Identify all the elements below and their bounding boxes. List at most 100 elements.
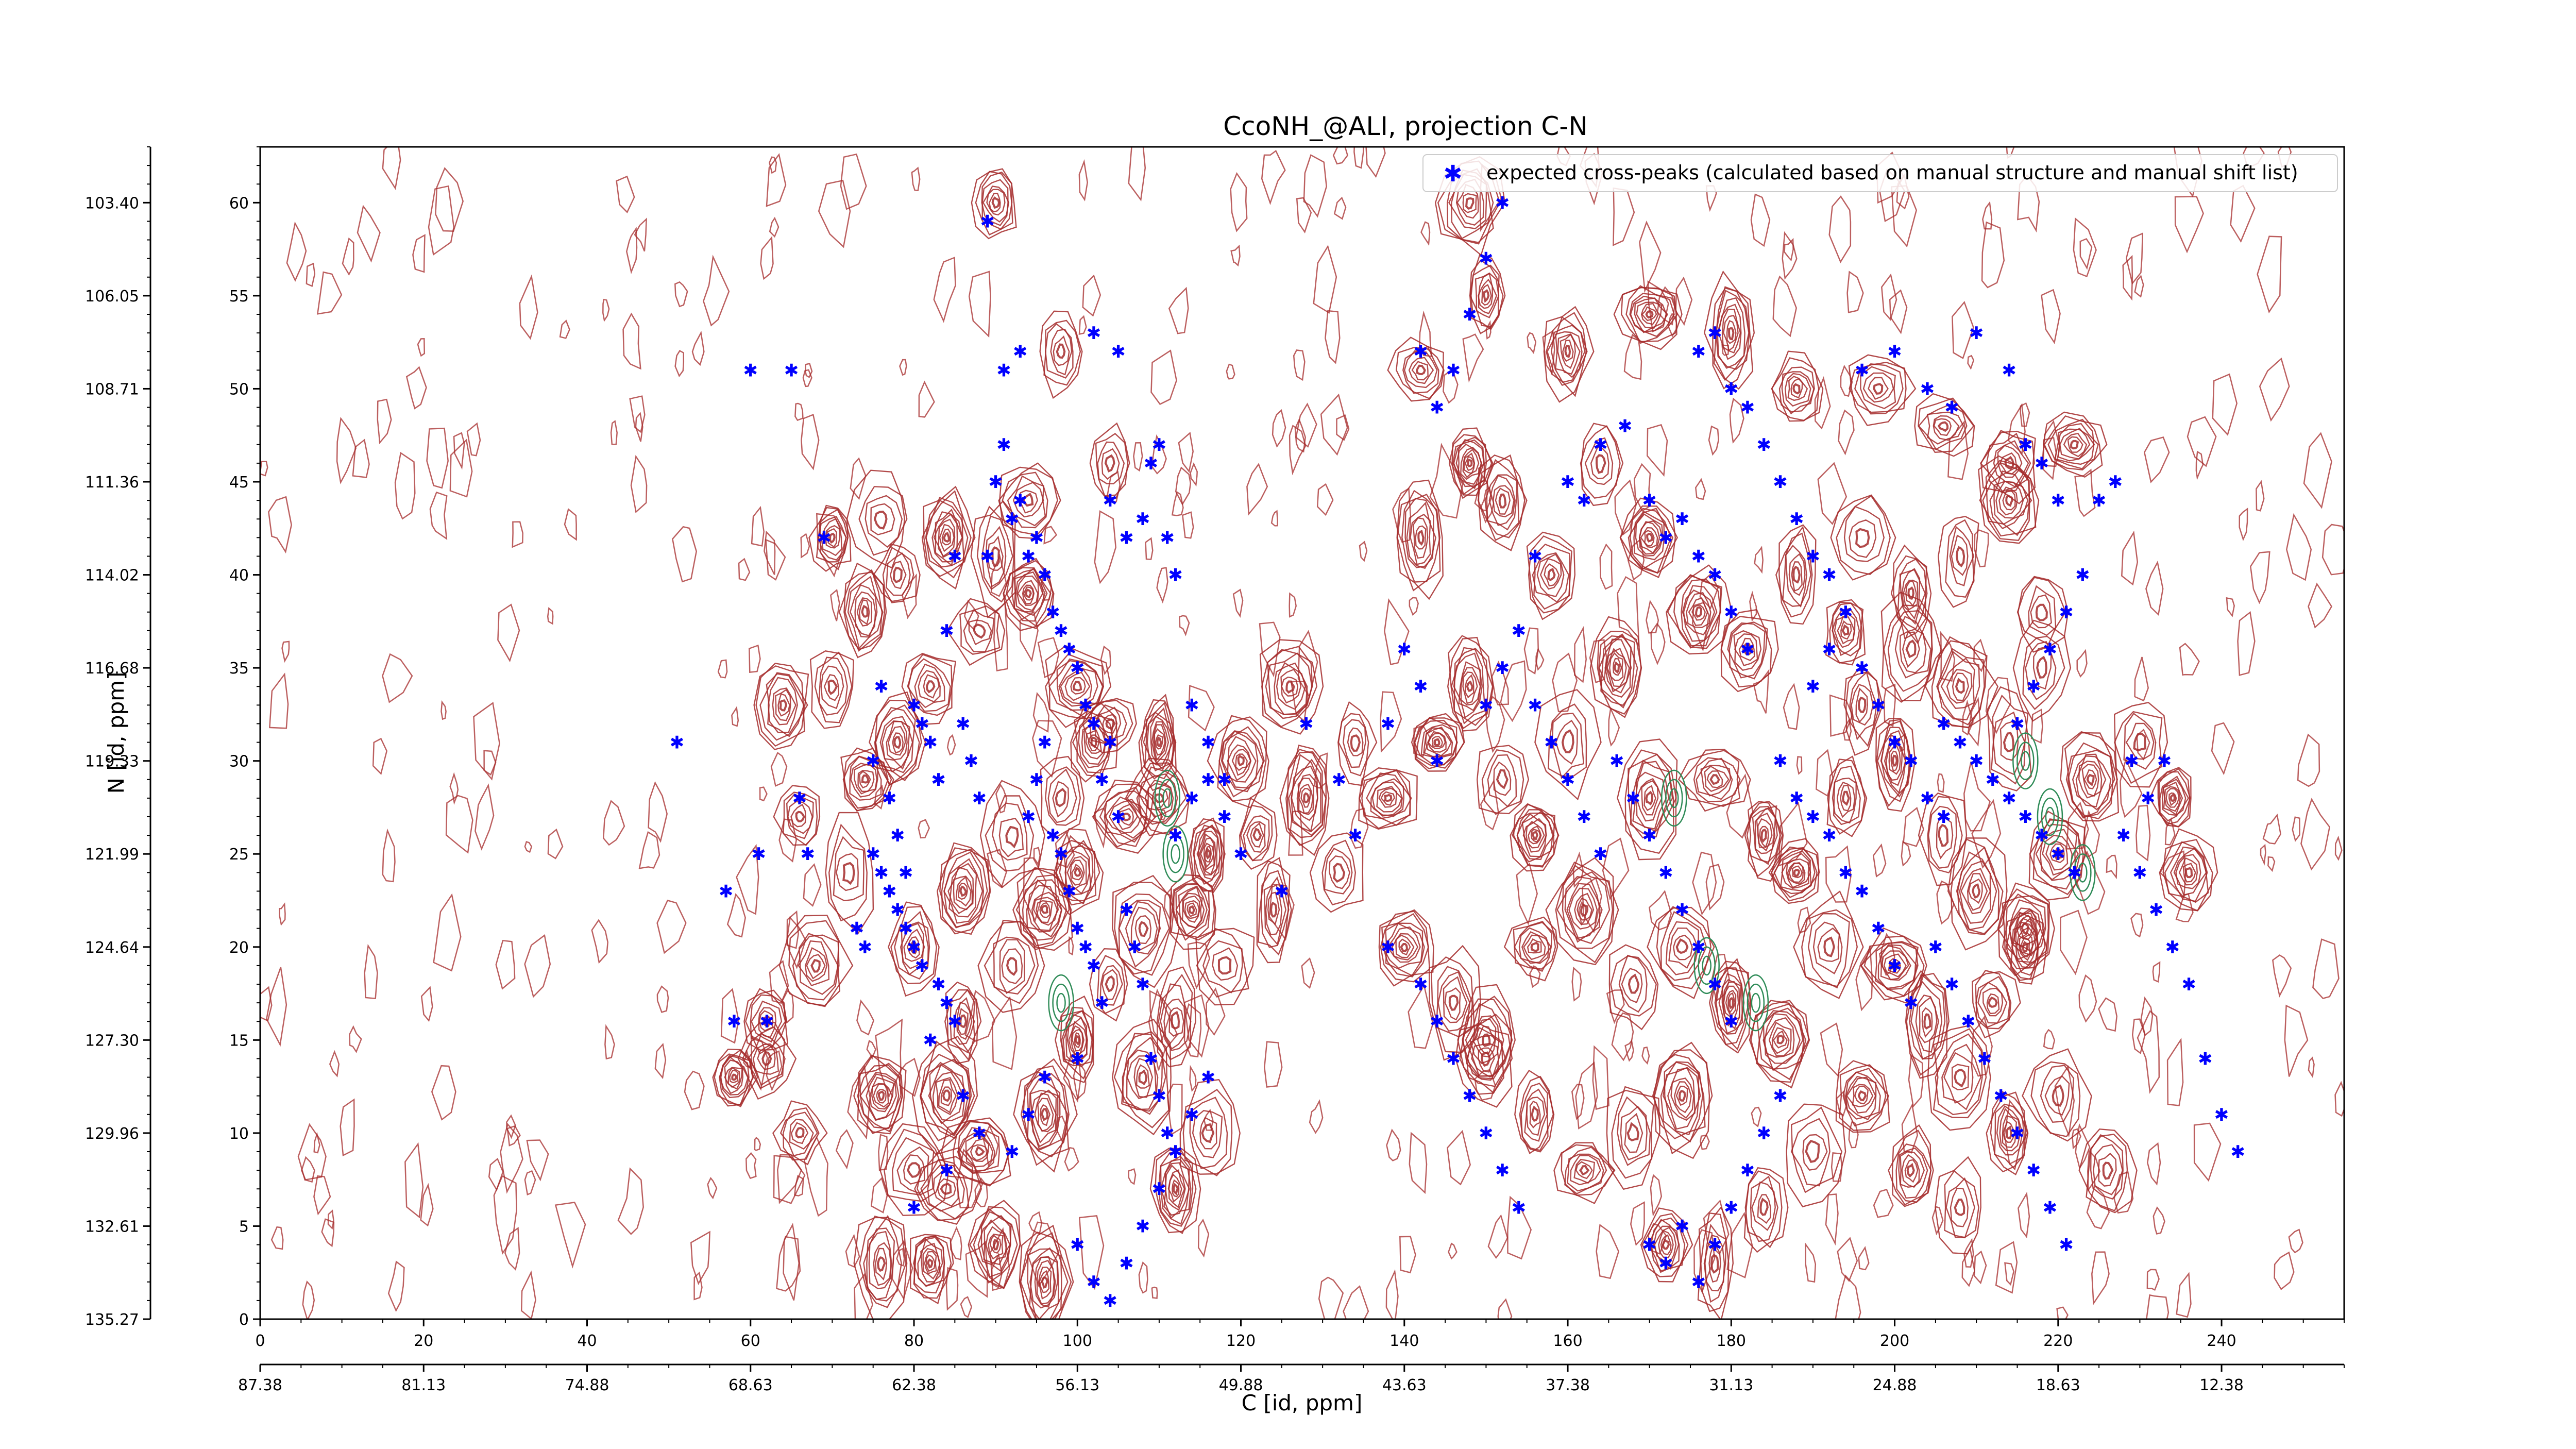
y-ppm-tick-label: 108.71 xyxy=(85,380,139,398)
noise-contour xyxy=(2176,1272,2192,1318)
peak-contour xyxy=(1905,580,1917,607)
noise-contour xyxy=(726,893,746,938)
noise-contour xyxy=(610,420,618,445)
peak-contour xyxy=(977,1215,1011,1272)
noise-contour xyxy=(554,1202,586,1269)
peak-contour xyxy=(1296,773,1318,821)
expected-peak: ✱ xyxy=(1087,714,1101,734)
expected-peak: ✱ xyxy=(670,733,685,753)
peak-contour xyxy=(1097,441,1125,484)
expected-peak: ✱ xyxy=(1430,1012,1445,1032)
expected-peak: ✱ xyxy=(882,788,897,809)
noise-contour xyxy=(1646,599,1659,634)
peak-contour xyxy=(1636,301,1663,329)
peak-contour xyxy=(1114,881,1171,976)
noise-contour xyxy=(1837,1237,1858,1283)
noise-contour xyxy=(1552,652,1578,713)
expected-peak: ✱ xyxy=(1838,602,1853,623)
peak-contour xyxy=(1855,528,1870,548)
peak-contour xyxy=(1986,993,2000,1015)
peak-contour xyxy=(2090,1134,2124,1200)
noise-contour xyxy=(1261,149,1286,206)
peak-contour xyxy=(1598,635,1632,698)
peak-contour xyxy=(1050,328,1073,376)
peak-contour xyxy=(1575,1161,1593,1180)
negative-contour xyxy=(1747,983,1765,1022)
peak-contour xyxy=(875,1248,888,1281)
peak-contour xyxy=(1857,1090,1867,1102)
expected-peak: ✱ xyxy=(1381,714,1396,734)
noise-contour xyxy=(911,166,921,192)
peak-contour xyxy=(1678,1090,1686,1102)
noise-contour xyxy=(495,939,516,990)
peak-contour xyxy=(973,624,986,639)
peak-contour xyxy=(1102,714,1118,734)
peak-contour xyxy=(878,1090,885,1101)
peak-contour xyxy=(1060,667,1093,705)
expected-peak: ✱ xyxy=(1103,491,1117,511)
peak-contour xyxy=(1597,630,1642,715)
x-ppm-tick-label: 62.38 xyxy=(892,1376,936,1394)
expected-peak: ✱ xyxy=(1887,733,1902,753)
peak-contour xyxy=(1154,728,1166,756)
noise-contour xyxy=(1974,529,1989,568)
peak-contour xyxy=(1595,454,1606,474)
peak-contour xyxy=(1793,868,1800,877)
peak-contour xyxy=(1040,1104,1050,1126)
peak-contour xyxy=(991,196,1001,209)
noise-contour xyxy=(2074,468,2096,517)
peak-contour xyxy=(1378,909,1434,987)
peak-contour xyxy=(998,817,1024,857)
peak-contour xyxy=(1792,383,1801,395)
noise-contour xyxy=(2126,232,2144,285)
noise-contour xyxy=(778,818,797,863)
peak-contour xyxy=(984,919,1039,1004)
peak-contour xyxy=(874,706,920,782)
peak-contour xyxy=(1258,857,1292,956)
peak-contour xyxy=(1539,558,1562,590)
peak-contour xyxy=(1465,1003,1504,1077)
peak-contour xyxy=(1460,667,1481,706)
peak-contour xyxy=(2078,1128,2138,1214)
noise-contour xyxy=(1574,626,1587,683)
noise-contour xyxy=(1961,1246,1975,1287)
peak-contour xyxy=(1126,762,1192,836)
peak-contour xyxy=(959,605,1001,655)
noise-contour xyxy=(2136,729,2150,761)
noise-contour xyxy=(1797,906,1811,934)
noise-contour xyxy=(2152,961,2161,983)
peak-contour xyxy=(871,1083,893,1110)
peak-contour xyxy=(975,1145,985,1156)
peak-contour xyxy=(1167,1173,1182,1203)
noise-contour xyxy=(2042,436,2057,480)
y-ppm-tick-label: 124.64 xyxy=(85,939,139,957)
peak-contour xyxy=(2164,841,2209,903)
peak-contour xyxy=(1951,534,1969,576)
noise-contour xyxy=(1386,1128,1401,1161)
peak-contour xyxy=(1060,1010,1094,1080)
expected-peak: ✱ xyxy=(866,844,880,865)
noise-contour xyxy=(281,641,290,663)
noise-contour xyxy=(1418,310,1432,357)
peak-contour xyxy=(952,1117,1010,1187)
negative-contour xyxy=(1661,769,1687,827)
negative-contour xyxy=(2045,806,2055,827)
noise-contour xyxy=(654,1042,667,1080)
peak-contour xyxy=(2012,619,2072,722)
peak-contour xyxy=(1628,508,1674,570)
peak-contour xyxy=(1151,787,1168,810)
peak-contour xyxy=(977,921,1045,1013)
peak-contour xyxy=(1204,846,1212,863)
peak-contour xyxy=(1993,481,2029,525)
noise-contour xyxy=(266,967,287,1047)
peak-contour xyxy=(1630,295,1667,333)
expected-peak: ✱ xyxy=(1045,825,1060,846)
noise-contour xyxy=(626,226,638,274)
noise-contour xyxy=(2308,582,2333,629)
peak-contour xyxy=(1029,1247,1059,1319)
expected-peak: ✱ xyxy=(1095,993,1110,1014)
peak-contour xyxy=(924,1251,937,1275)
noise-contour xyxy=(387,1260,405,1312)
peak-contour xyxy=(1343,719,1366,768)
noise-contour xyxy=(1068,936,1074,956)
